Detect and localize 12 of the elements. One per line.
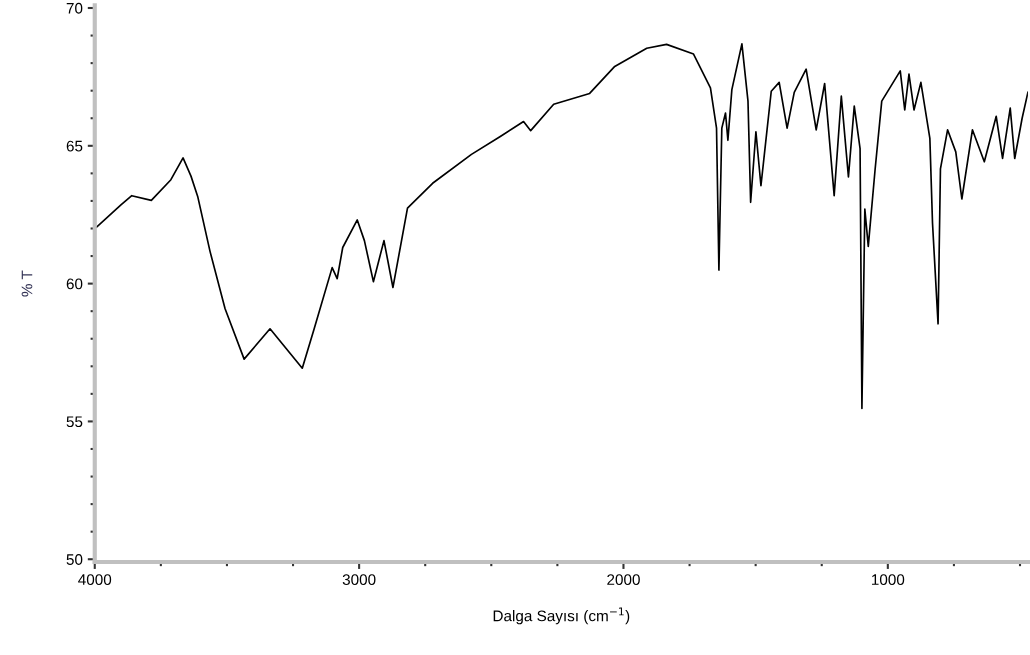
y-axis-title: % T	[21, 270, 33, 297]
x-tick-label: 2000	[607, 574, 640, 586]
line-series	[95, 42, 1028, 410]
y-tick-label: 70	[66, 2, 83, 14]
y-tick-label: 50	[66, 554, 83, 565]
y-tick-label: 65	[66, 140, 83, 152]
x-tick-label: 1000	[872, 574, 905, 586]
x-tick-label: 3000	[342, 574, 376, 586]
x-tick-label: 4000	[78, 574, 112, 586]
y-tick-label: 55	[66, 416, 83, 428]
y-tick-label: 60	[66, 278, 83, 290]
x-axis-title: Dalga Sayısı (cm$^{−1}$)	[493, 607, 630, 625]
